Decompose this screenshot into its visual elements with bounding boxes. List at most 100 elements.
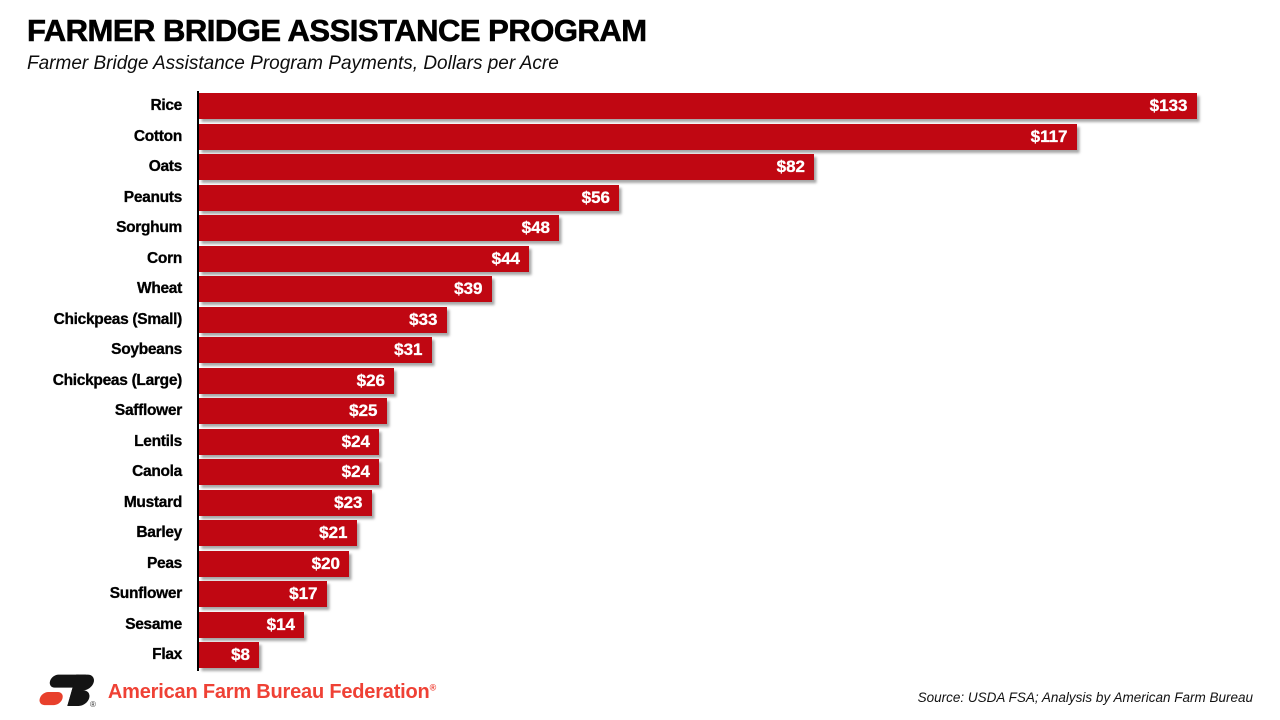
plot-cell: $14 <box>197 609 1280 640</box>
header: FARMER BRIDGE ASSISTANCE PROGRAM Farmer … <box>27 13 648 75</box>
value-label: $24 <box>341 462 370 482</box>
bar: $33 <box>199 306 447 333</box>
category-label: Peas <box>147 554 183 572</box>
category-label: Soybeans <box>111 341 182 359</box>
bar: $56 <box>199 184 619 211</box>
category-label: Mustard <box>123 493 183 511</box>
bar: $21 <box>199 520 357 547</box>
chart-row: Safflower $25 <box>0 396 1280 427</box>
chart-row: Chickpeas (Small) $33 <box>0 304 1280 335</box>
chart-row: Sunflower $17 <box>0 579 1280 610</box>
chart-row: Cotton $117 <box>0 121 1280 152</box>
chart-row: Wheat $39 <box>0 274 1280 305</box>
value-label: $26 <box>356 370 385 390</box>
category-label: Lentils <box>134 432 182 450</box>
chart-row: Sorghum $48 <box>0 213 1280 244</box>
value-label: $39 <box>454 279 483 299</box>
bar: $39 <box>199 276 492 303</box>
category-label: Rice <box>150 97 182 115</box>
chart-row: Canola $24 <box>0 457 1280 488</box>
plot-cell: $26 <box>197 365 1280 396</box>
chart-row: Flax $8 <box>0 640 1280 671</box>
chart-row: Peas $20 <box>0 548 1280 579</box>
plot-cell: $17 <box>197 579 1280 610</box>
chart-row: Soybeans $31 <box>0 335 1280 366</box>
logo-registered-mark: ® <box>90 700 96 709</box>
page-title: FARMER BRIDGE ASSISTANCE PROGRAM <box>27 13 648 49</box>
value-label: $23 <box>334 492 363 512</box>
plot-cell: $31 <box>197 335 1280 366</box>
category-label: Sesame <box>125 615 182 633</box>
bar: $14 <box>199 611 304 638</box>
plot-cell: $25 <box>197 396 1280 427</box>
category-label: Oats <box>148 158 183 176</box>
value-label: $21 <box>319 523 348 543</box>
value-label: $31 <box>394 340 423 360</box>
value-label: $56 <box>581 187 610 207</box>
chart-row: Mustard $23 <box>0 487 1280 518</box>
bar: $17 <box>199 581 327 608</box>
bar-chart: Rice $133 Cotton $117 Oats $82 Peanuts $… <box>0 91 1280 671</box>
category-label: Sunflower <box>109 585 183 603</box>
plot-cell: $33 <box>197 304 1280 335</box>
bar: $117 <box>199 123 1077 150</box>
bar: $8 <box>199 642 259 669</box>
bar: $44 <box>199 245 529 272</box>
bar: $133 <box>199 93 1197 120</box>
plot-cell: $48 <box>197 213 1280 244</box>
chart-row: Corn $44 <box>0 243 1280 274</box>
bar: $48 <box>199 215 559 242</box>
bar: $24 <box>199 428 379 455</box>
category-label: Canola <box>132 463 182 481</box>
chart-row: Sesame $14 <box>0 609 1280 640</box>
plot-cell: $20 <box>197 548 1280 579</box>
value-label: $8 <box>231 645 250 665</box>
value-label: $133 <box>1149 96 1188 116</box>
bar: $24 <box>199 459 379 486</box>
chart-row: Lentils $24 <box>0 426 1280 457</box>
chart-row: Rice $133 <box>0 91 1280 122</box>
plot-cell: $39 <box>197 274 1280 305</box>
value-label: $20 <box>311 553 340 573</box>
value-label: $24 <box>341 431 370 451</box>
plot-cell: $8 <box>197 640 1280 671</box>
bar: $25 <box>199 398 387 425</box>
category-label: Wheat <box>136 280 183 298</box>
plot-cell: $24 <box>197 457 1280 488</box>
plot-cell: $133 <box>197 91 1280 122</box>
plot-cell: $82 <box>197 152 1280 183</box>
category-label: Chickpeas (Large) <box>52 371 183 389</box>
footer: ® American Farm Bureau Federation® <box>26 671 436 713</box>
chart-subtitle: Farmer Bridge Assistance Program Payment… <box>27 52 559 74</box>
category-label: Safflower <box>114 402 183 420</box>
plot-cell: $23 <box>197 487 1280 518</box>
value-label: $48 <box>521 218 550 238</box>
bar: $82 <box>199 154 814 181</box>
category-label: Chickpeas (Small) <box>53 310 182 328</box>
chart-row: Chickpeas (Large) $26 <box>0 365 1280 396</box>
bar: $23 <box>199 489 372 516</box>
category-label: Corn <box>147 249 183 267</box>
category-label: Peanuts <box>123 188 183 206</box>
plot-cell: $21 <box>197 518 1280 549</box>
value-label: $17 <box>289 584 318 604</box>
chart-row: Barley $21 <box>0 518 1280 549</box>
registered-mark: ® <box>429 681 437 692</box>
org-name: American Farm Bureau Federation® <box>107 680 437 703</box>
bar: $31 <box>199 337 432 364</box>
bar: $20 <box>199 550 349 577</box>
plot-cell: $24 <box>197 426 1280 457</box>
value-label: $117 <box>1030 126 1068 146</box>
value-label: $25 <box>349 401 378 421</box>
category-label: Sorghum <box>116 219 183 237</box>
plot-cell: $56 <box>197 182 1280 213</box>
plot-cell: $44 <box>197 243 1280 274</box>
category-label: Barley <box>136 524 182 542</box>
value-label: $33 <box>409 309 438 329</box>
value-label: $82 <box>776 157 805 177</box>
chart-row: Peanuts $56 <box>0 182 1280 213</box>
source-note: Source: USDA FSA; Analysis by American F… <box>917 690 1253 705</box>
bar: $26 <box>199 367 394 394</box>
value-label: $44 <box>491 248 520 268</box>
value-label: $14 <box>266 614 295 634</box>
